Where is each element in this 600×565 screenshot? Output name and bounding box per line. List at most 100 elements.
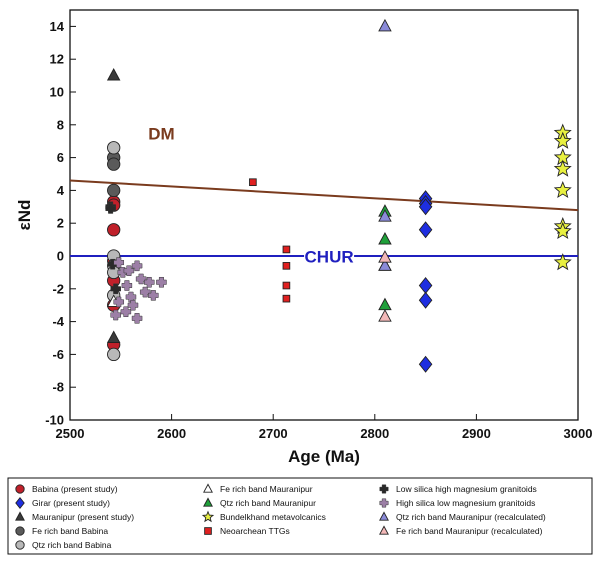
series-10 xyxy=(110,257,167,324)
data-point xyxy=(282,262,291,270)
legend-marker xyxy=(203,497,213,507)
legend-marker xyxy=(203,483,213,493)
data-point xyxy=(418,355,433,373)
data-point xyxy=(378,309,392,322)
data-point xyxy=(123,265,135,277)
data-point xyxy=(553,180,572,199)
legend-label: Fe rich band Mauranipur xyxy=(220,484,313,494)
data-point xyxy=(106,330,121,343)
data-point xyxy=(148,290,159,301)
y-axis-label: εNd xyxy=(15,200,34,231)
legend-marker xyxy=(15,526,25,536)
data-point xyxy=(143,276,155,288)
legend-label: Low silica high magnesium granitoids xyxy=(396,484,537,494)
series-12 xyxy=(378,250,392,322)
data-point xyxy=(131,260,143,272)
legend-marker xyxy=(201,510,215,523)
data-point xyxy=(378,258,392,271)
plot-frame xyxy=(69,9,579,421)
x-tick-label: 2600 xyxy=(157,426,186,441)
data-point xyxy=(110,283,121,295)
legend-marker xyxy=(204,527,212,535)
y-tick-label: -8 xyxy=(52,380,64,395)
data-point xyxy=(139,286,151,298)
data-point xyxy=(553,221,572,240)
plot-area: 2500 2600 2700 2800 2900 3000 -10 -8 -6 -4 -2 0 2 4 6 8… xyxy=(15,9,593,466)
y-tick-label: 12 xyxy=(50,52,64,67)
series-7 xyxy=(553,123,572,271)
legend-label: High silica low magnesium granitoids xyxy=(396,498,535,508)
reference-line-label: DM xyxy=(148,125,174,144)
chur-label-background xyxy=(304,245,355,264)
reference-line-label: CHUR xyxy=(305,248,354,267)
data-point xyxy=(378,232,392,245)
data-point xyxy=(378,209,392,222)
data-point xyxy=(553,253,572,271)
y-tick-label: 4 xyxy=(57,183,65,198)
data-point xyxy=(106,68,121,81)
y-tick-label: 6 xyxy=(57,150,64,165)
legend-label: Girar (present study) xyxy=(32,498,110,508)
data-point xyxy=(121,280,133,291)
data-point xyxy=(107,183,121,198)
series-1 xyxy=(418,190,433,373)
series-11 xyxy=(378,18,392,271)
legend-label: Neoarchean TTGs xyxy=(220,526,290,536)
y-tick-label: -2 xyxy=(52,281,64,296)
series-4 xyxy=(107,141,121,362)
y-tick-label: 14 xyxy=(50,19,65,34)
legend-marker xyxy=(379,484,389,494)
data-point xyxy=(107,347,121,362)
data-point xyxy=(418,277,433,294)
data-point xyxy=(105,203,116,214)
data-point xyxy=(135,273,147,285)
data-point xyxy=(378,18,392,32)
legend-marker xyxy=(379,525,389,535)
x-tick-label: 2800 xyxy=(360,426,389,441)
data-point xyxy=(110,309,121,321)
y-tick-label: -10 xyxy=(45,413,64,428)
x-tick-label: 2900 xyxy=(462,426,491,441)
data-point xyxy=(131,313,143,324)
data-point xyxy=(418,221,433,239)
y-tick-label: 0 xyxy=(57,249,64,264)
data-point xyxy=(282,294,291,303)
data-point xyxy=(282,281,291,290)
legend: Babina (present study) Girar (present stu… xyxy=(7,477,593,555)
legend-label: Fe rich band Mauranipur (recalculated) xyxy=(396,526,543,536)
y-tick-label: 8 xyxy=(57,117,64,132)
x-tick-label: 3000 xyxy=(564,426,593,441)
legend-label: Fe rich band Babina xyxy=(32,526,108,536)
legend-marker xyxy=(379,498,389,508)
y-tick-label: -4 xyxy=(52,314,64,329)
y-tick-label: -6 xyxy=(52,347,64,362)
series-9 xyxy=(105,201,121,295)
legend-marker xyxy=(15,540,25,550)
legend-label: Bundelkhand metavolcanics xyxy=(220,512,326,522)
legend-marker xyxy=(15,497,25,509)
data-point xyxy=(113,296,125,308)
data-point xyxy=(418,291,433,309)
legend-label: Babina (present study) xyxy=(32,484,118,494)
data-point xyxy=(282,245,291,254)
data-point xyxy=(378,250,392,263)
legend-label: Mauranipur (present study) xyxy=(32,512,134,522)
legend-label: Qtz rich band Mauranipur xyxy=(220,498,316,508)
y-tick-label: 2 xyxy=(57,216,64,231)
series-3 xyxy=(107,150,121,198)
y-tick-label: 10 xyxy=(50,85,64,100)
data-point xyxy=(378,297,392,311)
data-point xyxy=(107,223,121,237)
legend-marker xyxy=(15,511,25,521)
data-point xyxy=(553,159,572,177)
x-axis-label: Age (Ma) xyxy=(288,447,360,466)
data-point xyxy=(127,299,139,311)
reference-line-dm xyxy=(69,179,579,212)
x-tick-label: 2700 xyxy=(259,426,288,441)
data-point xyxy=(553,131,572,149)
data-point xyxy=(107,141,121,155)
data-point xyxy=(120,306,132,318)
data-point xyxy=(107,157,121,171)
